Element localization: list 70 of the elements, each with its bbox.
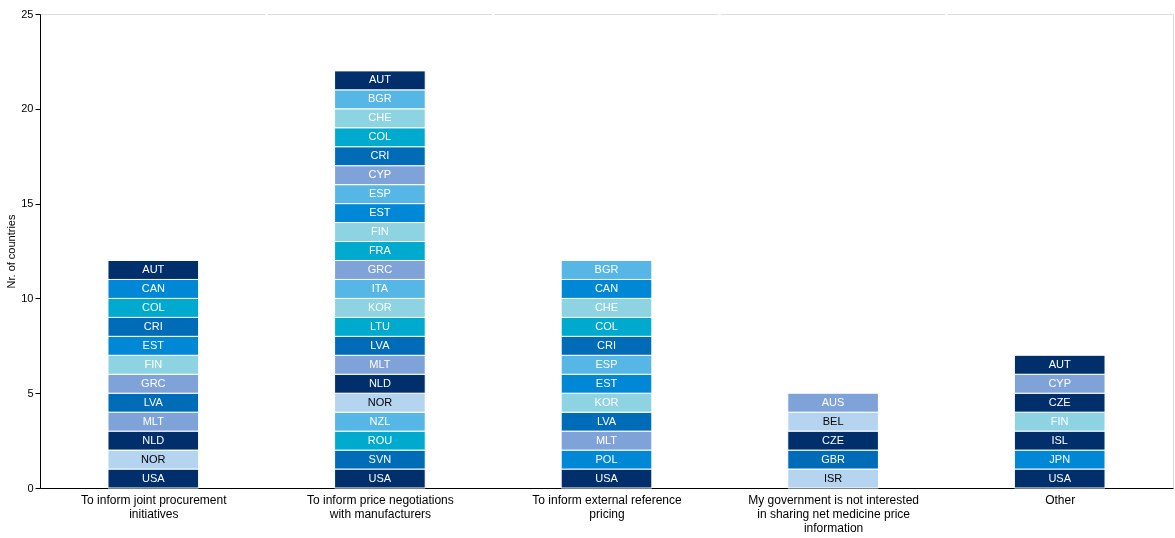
y-tick-label: 25 [21, 7, 34, 20]
y-axis-title: Nr. of countries [5, 214, 18, 289]
data-label: AUT [1048, 357, 1071, 370]
data-label: NZL [369, 414, 391, 427]
data-label: CRI [143, 319, 163, 332]
data-label: EST [142, 338, 165, 351]
x-tick-label: To inform joint procurement initiatives [81, 492, 228, 521]
data-label: ESP [368, 187, 391, 200]
data-label: LVA [596, 414, 617, 427]
data-label: SVN [368, 452, 392, 465]
data-label: COL [368, 130, 392, 143]
data-label: USA [1048, 471, 1072, 484]
data-label: FIN [1050, 414, 1069, 427]
data-label: POL [595, 452, 618, 465]
data-label: FIN [371, 225, 389, 238]
x-tick-label: To inform external reference pricing [532, 492, 683, 521]
x-tick-label: Other [1045, 492, 1076, 507]
data-label: CYP [1048, 376, 1072, 389]
data-label: ESP [595, 357, 618, 370]
data-label: ISR [823, 471, 843, 484]
data-label: USA [368, 471, 392, 484]
data-label: KOR [594, 395, 619, 408]
data-label: ROU [367, 433, 393, 446]
data-label: CRI [597, 338, 616, 351]
data-label: MLT [369, 357, 391, 370]
data-label: CAN [594, 281, 619, 294]
data-label: AUS [821, 395, 845, 408]
data-label: CRI [370, 149, 390, 162]
data-label: LTU [369, 319, 390, 332]
y-tick-label: 5 [27, 386, 34, 399]
data-label: COL [595, 319, 618, 332]
x-tick-label: My government is not interested in sharing net medicine price information [748, 492, 919, 535]
data-label: AUT [142, 262, 165, 275]
y-tick-label: 15 [21, 197, 34, 210]
data-label: AUT [368, 73, 392, 86]
data-label: GRC [367, 262, 393, 275]
data-label: FIN [144, 357, 163, 370]
data-label: ISL [1051, 433, 1068, 446]
y-tick-label: 10 [21, 291, 34, 304]
data-label: KOR [367, 300, 392, 313]
data-label: BGR [594, 262, 619, 275]
data-label: USA [595, 471, 619, 484]
data-label: NLD [142, 433, 165, 446]
data-label: NOR [367, 395, 393, 408]
y-tick-label: 0 [27, 481, 34, 494]
data-label: BGR [367, 92, 392, 105]
data-label: FRA [368, 244, 392, 256]
data-label: GRC [141, 376, 166, 389]
data-label: BEL [822, 414, 844, 427]
data-label: CZE [822, 433, 845, 446]
data-label: COL [141, 300, 165, 313]
data-label: NOR [141, 452, 166, 465]
data-label: CYP [368, 168, 392, 181]
data-label: LVA [370, 338, 391, 351]
data-label: EST [595, 376, 618, 389]
data-label: LVA [143, 395, 164, 408]
data-label: CHE [368, 111, 392, 124]
data-label: EST [369, 206, 391, 219]
y-tick-label: 20 [21, 102, 34, 115]
data-label: CZE [1048, 395, 1071, 408]
data-label: NLD [368, 376, 391, 389]
data-label: MLT [595, 433, 618, 446]
data-label: CAN [141, 281, 165, 294]
x-tick-label: To inform price negotiations with manufacturers [307, 492, 454, 521]
data-label: MLT [142, 414, 165, 427]
data-label: USA [141, 471, 166, 484]
data-label: JPN [1049, 452, 1071, 465]
data-label: GBR [821, 452, 846, 465]
data-label: CHE [594, 300, 619, 313]
data-label: ITA [371, 281, 389, 294]
